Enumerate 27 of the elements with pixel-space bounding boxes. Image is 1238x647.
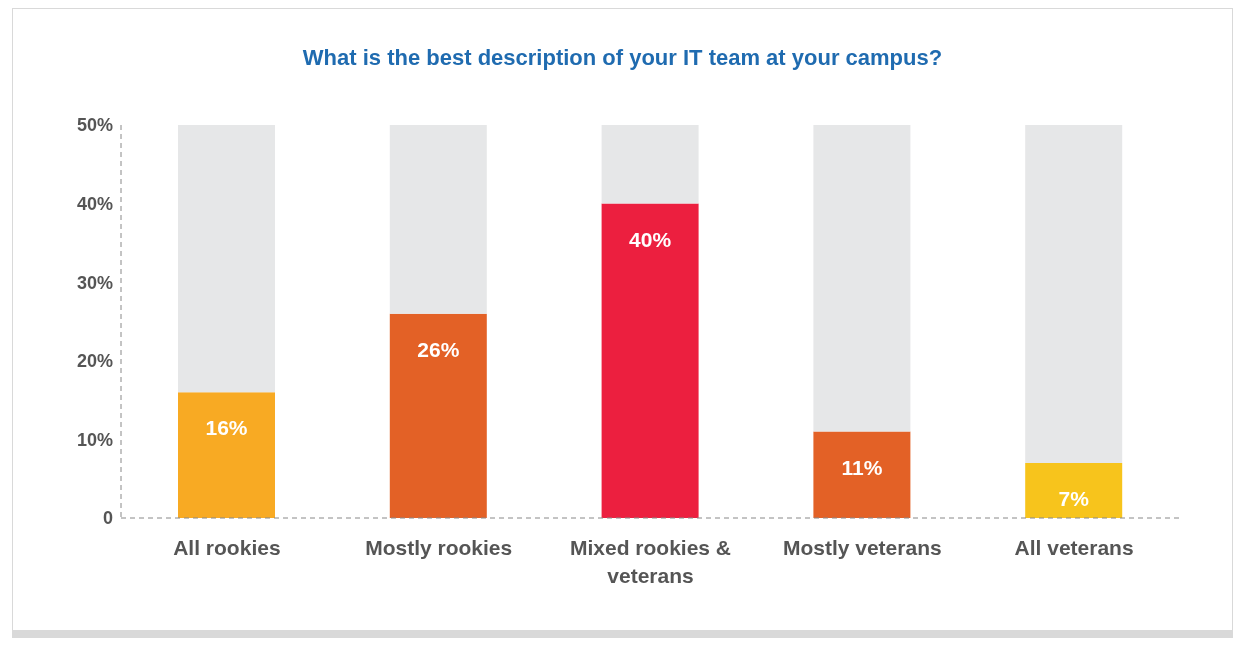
bar bbox=[178, 125, 275, 393]
x-tick-label: Mixed rookies & veterans bbox=[569, 535, 732, 587]
bar bbox=[1025, 125, 1123, 463]
bar bbox=[813, 125, 911, 432]
chart-title: What is the best description of your IT team at your campus? bbox=[301, 45, 944, 71]
x-tick-label: All veterans bbox=[1014, 535, 1134, 559]
y-tick-label: 40% bbox=[76, 193, 113, 214]
bar bbox=[601, 125, 699, 204]
x-tick-label: Mostly veterans bbox=[782, 535, 942, 559]
y-tick-label: 0 bbox=[102, 508, 113, 529]
bar bbox=[601, 203, 699, 518]
x-tick-label: Mostly rookies bbox=[365, 535, 513, 559]
x-tick-label: All rookies bbox=[173, 535, 281, 559]
y-tick-label: 10% bbox=[76, 429, 113, 450]
y-tick-label: 50% bbox=[76, 115, 113, 136]
y-tick-label: 20% bbox=[76, 351, 113, 372]
data-label: 26% bbox=[417, 337, 460, 361]
bar bbox=[389, 313, 487, 518]
bar bbox=[178, 392, 275, 518]
data-label: 7% bbox=[1058, 486, 1090, 510]
data-label: 16% bbox=[205, 416, 248, 440]
bar bbox=[1025, 462, 1123, 518]
bar bbox=[813, 431, 911, 518]
data-label: 40% bbox=[629, 227, 672, 251]
y-tick-label: 30% bbox=[76, 272, 113, 293]
bar bbox=[389, 125, 487, 314]
data-label: 11% bbox=[841, 455, 883, 479]
